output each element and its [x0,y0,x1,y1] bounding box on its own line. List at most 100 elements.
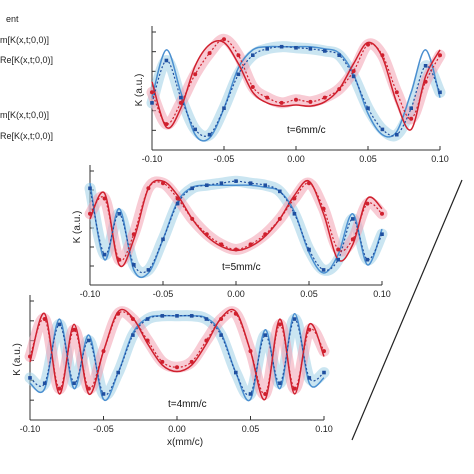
re-exp-point [277,322,282,327]
time-annotation: t=4mm/c [168,399,207,410]
x-tick-label: -0.10 [142,154,163,164]
re-exp-point [248,349,253,354]
re-exp-point [222,37,226,42]
re-exp-point [57,386,62,391]
y-axis-label: K (a.u.) [134,74,145,107]
plot-area [24,306,330,402]
im-exp-point [150,101,154,105]
re-exp-point [380,53,385,58]
x-tick-label: -0.05 [93,424,114,434]
im-exp-point [279,44,284,49]
im-exp-point [57,322,62,327]
im-exp-point [219,181,224,185]
im-exp-point [190,186,194,191]
im-exp-point [365,257,370,262]
im-exp-point [438,90,442,95]
im-exp-point [42,381,47,386]
x-tick-label: -0.10 [80,289,101,299]
x-tick-label: 0.05 [300,289,318,299]
re-exp-point [409,116,414,121]
re-exp-point [263,232,268,237]
re-exp-point [219,242,224,247]
x-tick-label: 0.05 [359,154,377,164]
im-exp-point [323,49,327,53]
im-exp-point [321,268,326,272]
re-exp-point [233,311,238,316]
im-exp-point [409,106,413,110]
re-exp-point [207,51,212,56]
im-exp-point [380,127,385,132]
im-exp-point [308,47,313,51]
im-exp-point [307,376,312,380]
im-exp-point [88,186,92,191]
im-exp-point [101,392,106,396]
im-exp-point [207,132,212,137]
re-exp-point [131,232,136,237]
im-exp-point [116,370,120,375]
re-exp-point [189,359,194,364]
re-exp-point [277,216,282,221]
re-exp-point [86,386,91,391]
im-exp-point [395,132,399,137]
y-axis-label: K (a.u.) [12,343,23,376]
x-tick-label: 0.00 [287,154,305,164]
re-exp-point [248,242,253,247]
re-exp-point [190,216,195,221]
im-exp-point [132,263,136,267]
re-exp-point [423,79,428,84]
re-exp-point [88,211,92,216]
im-exp-point [236,72,241,77]
re-exp-point [160,359,165,364]
x-ticks: -0.10 -0.05 0.00 0.05 0.10 [142,31,449,164]
re-exp-point [292,386,297,391]
re-exp-point [322,349,326,354]
im-exp-point [204,317,209,321]
im-exp-point [87,338,91,343]
re-exp-point [380,211,384,216]
re-exp-point [265,95,270,100]
re-exp-point [263,391,268,396]
im-exp-point [265,47,269,51]
legend-label-4: Re[K(x,t;0,0)] [0,131,53,141]
im-exp-point [248,181,253,185]
im-exp-point [175,314,179,318]
re-exp-line [89,181,383,262]
im-exp-point [117,212,121,216]
im-exp-point [222,106,226,110]
re-theory-line [29,308,325,401]
plot-area [146,33,446,142]
im-theory-line [89,183,383,279]
im-exp-point [278,189,282,194]
re-exp-point [294,97,298,102]
re-exp-point [145,338,150,343]
im-exp-point [351,217,355,221]
perspective-line [351,179,463,441]
im-exp-point [278,381,282,386]
im-exp-point [160,314,165,318]
re-exp-point [336,247,341,252]
re-exp-point [175,365,179,370]
x-tick-label: 0.10 [315,424,333,434]
im-exp-point [292,317,297,321]
re-exp-point [308,99,313,104]
re-theory-line [151,39,441,131]
re-exp-point [234,247,238,252]
re-exp-point [292,196,297,201]
legend-label-3: m[K(x,t;0,0)] [0,110,49,120]
im-exp-point [189,314,194,318]
re-exp-point [279,100,284,105]
im-exp-point [179,95,183,100]
legend-label-2: Re[K(x,t;0,0)] [0,55,53,65]
im-exp-point [102,252,107,257]
re-exp-point [351,69,356,74]
legend: ent m[K(x,t;0,0)] Re[K(x,t;0,0)] m[K(x,t… [0,14,53,141]
im-exp-point [164,58,169,63]
re-exp-point [438,53,442,58]
re-exp-point [42,317,47,322]
x-tick-label: -0.05 [214,154,235,164]
re-exp-point [175,196,180,201]
re-exp-point [130,317,135,322]
im-exp-point [380,232,384,236]
re-exp-point [250,85,255,89]
